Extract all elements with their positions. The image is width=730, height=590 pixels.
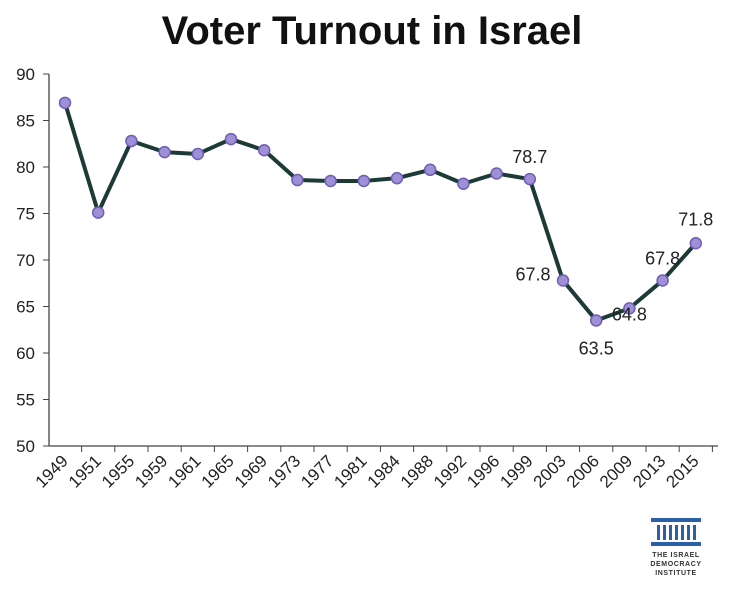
x-tick-label: 1955 [98, 451, 138, 491]
series-line [63, 102, 698, 323]
data-point-marker [423, 163, 437, 177]
logo-text-line-2: DEMOCRACY [650, 561, 702, 568]
y-tick-label: 85 [16, 112, 35, 131]
data-point-marker [191, 147, 205, 161]
data-point-marker [457, 177, 470, 190]
data-point-marker [589, 314, 603, 327]
data-point-marker [357, 174, 371, 188]
x-tick-label: 2015 [662, 451, 702, 491]
logo-column [675, 525, 678, 540]
y-tick-label: 90 [16, 65, 35, 84]
data-point-marker [291, 173, 304, 187]
data-label: 78.7 [512, 147, 547, 167]
data-point-marker [390, 171, 404, 185]
data-point-marker [257, 144, 271, 157]
y-tick-label: 60 [16, 344, 35, 363]
data-point-marker [91, 206, 105, 219]
x-tick-label: 1959 [131, 451, 171, 491]
logo-text-line-1: THE ISRAEL [652, 552, 700, 559]
data-label: 67.8 [515, 264, 550, 284]
x-tick-label: 1984 [364, 451, 404, 491]
x-tick-label: 1973 [264, 451, 304, 491]
data-point-marker [689, 237, 703, 250]
x-tick-label: 1951 [65, 451, 105, 491]
data-label: 71.8 [678, 209, 713, 229]
logo-column [669, 525, 672, 540]
logo-column [657, 525, 660, 540]
logo-column [681, 525, 684, 540]
y-tick-label: 80 [16, 158, 35, 177]
israel-democracy-institute-logo: THE ISRAEL DEMOCRACY INSTITUTE [636, 518, 716, 578]
x-tick-label: 1977 [297, 451, 337, 491]
x-tick-label: 2006 [563, 451, 603, 491]
logo-text-line-3: INSTITUTE [655, 570, 697, 577]
logo-column [687, 525, 690, 540]
logo-roof [651, 518, 701, 522]
x-tick-label: 2009 [596, 451, 636, 491]
data-label: 63.5 [579, 338, 614, 358]
x-tick-label: 1981 [330, 451, 370, 491]
x-tick-label: 2013 [629, 451, 669, 491]
x-tick-label: 1969 [231, 451, 271, 491]
x-tick-label: 1988 [397, 451, 437, 491]
y-tick-label: 65 [16, 298, 35, 317]
x-tick-label: 1996 [463, 451, 503, 491]
logo-column [663, 525, 666, 540]
logo-column [693, 525, 696, 540]
data-point-marker [58, 96, 72, 110]
logo-base [651, 542, 701, 546]
x-tick-label: 1999 [496, 451, 536, 491]
y-tick-label: 55 [16, 391, 35, 410]
y-tick-label: 50 [16, 437, 35, 456]
y-tick-label: 75 [16, 205, 35, 224]
y-tick-label: 70 [16, 251, 35, 270]
data-label: 67.8 [645, 248, 680, 268]
x-tick-label: 1992 [430, 451, 470, 491]
institute-building-icon [651, 518, 701, 546]
data-label: 64.8 [612, 304, 647, 324]
data-point-marker [324, 174, 337, 188]
x-tick-label: 1949 [32, 451, 72, 491]
data-point-marker [623, 302, 636, 315]
data-point-marker [556, 274, 570, 287]
data-point-marker [523, 172, 537, 186]
data-point-marker [490, 167, 503, 180]
x-tick-label: 1961 [164, 451, 204, 491]
data-point-marker [125, 134, 138, 148]
data-point-marker [656, 274, 669, 287]
x-tick-label: 2003 [530, 451, 570, 491]
data-point-marker [158, 145, 171, 159]
chart-title: Voter Turnout in Israel [162, 9, 583, 53]
x-tick-label: 1965 [198, 451, 238, 491]
data-point-marker [224, 132, 238, 146]
